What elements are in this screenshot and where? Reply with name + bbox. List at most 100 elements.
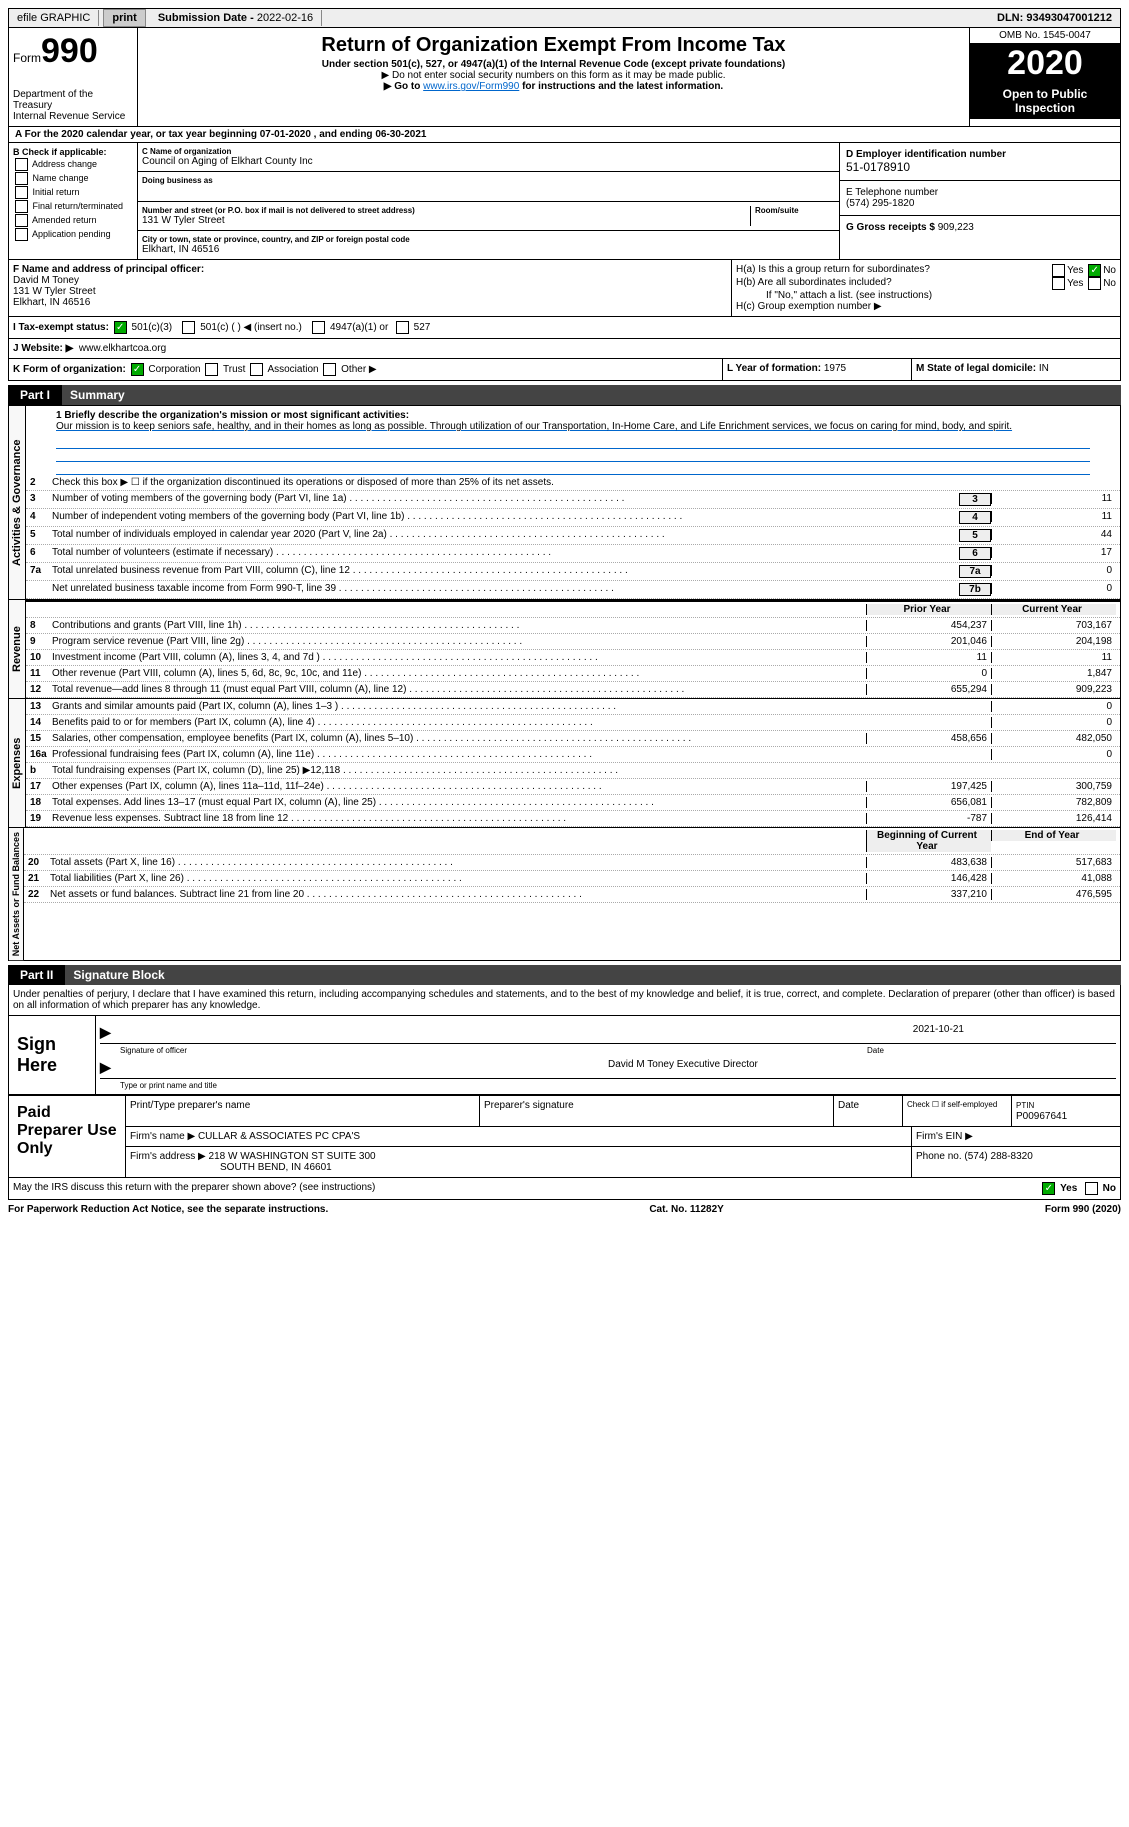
ha-yes[interactable] bbox=[1052, 264, 1065, 277]
chk-amended[interactable]: Amended return bbox=[13, 214, 133, 227]
mission-text: Our mission is to keep seniors safe, hea… bbox=[56, 421, 1012, 432]
dept-treasury: Department of the Treasury Internal Reve… bbox=[13, 89, 133, 122]
summary-line: 22Net assets or fund balances. Subtract … bbox=[24, 887, 1120, 903]
vtab-netassets: Net Assets or Fund Balances bbox=[9, 828, 24, 960]
summary-line: 9Program service revenue (Part VIII, lin… bbox=[26, 634, 1120, 650]
summary-line: 19Revenue less expenses. Subtract line 1… bbox=[26, 811, 1120, 827]
summary-line: 18Total expenses. Add lines 13–17 (must … bbox=[26, 795, 1120, 811]
penalties-text: Under penalties of perjury, I declare th… bbox=[8, 985, 1121, 1016]
chk-app-pending[interactable]: Application pending bbox=[13, 228, 133, 241]
summary-line: 3Number of voting members of the governi… bbox=[26, 491, 1120, 509]
officer-name: David M Toney bbox=[13, 275, 79, 286]
ha-no[interactable] bbox=[1088, 264, 1101, 277]
summary-line: 14Benefits paid to or for members (Part … bbox=[26, 715, 1120, 731]
chk-trust[interactable] bbox=[205, 363, 218, 376]
chk-other[interactable] bbox=[323, 363, 336, 376]
line-2: Check this box ▶ ☐ if the organization d… bbox=[52, 477, 1116, 488]
period-line: A For the 2020 calendar year, or tax yea… bbox=[8, 127, 1121, 143]
mission-question: 1 Briefly describe the organization's mi… bbox=[56, 410, 409, 421]
summary-line: 20Total assets (Part X, line 16)483,6385… bbox=[24, 855, 1120, 871]
dln: DLN: 93493047001212 bbox=[989, 10, 1120, 26]
discuss-no[interactable] bbox=[1085, 1182, 1098, 1195]
box-c: C Name of organization Council on Aging … bbox=[138, 143, 839, 259]
hb-no[interactable] bbox=[1088, 277, 1101, 290]
efile-label: efile GRAPHIC bbox=[9, 10, 99, 26]
submission-date: Submission Date - 2022-02-16 bbox=[150, 10, 322, 26]
boxes-d-e-g: D Employer identification number 51-0178… bbox=[839, 143, 1120, 259]
summary-line: 16aProfessional fundraising fees (Part I… bbox=[26, 747, 1120, 763]
vtab-governance: Activities & Governance bbox=[9, 406, 26, 599]
irs-link[interactable]: www.irs.gov/Form990 bbox=[423, 81, 519, 92]
phone: (574) 295-1820 bbox=[846, 198, 914, 209]
summary-line: 6Total number of volunteers (estimate if… bbox=[26, 545, 1120, 563]
chk-final-return[interactable]: Final return/terminated bbox=[13, 200, 133, 213]
chk-4947[interactable] bbox=[312, 321, 325, 334]
page-footer: For Paperwork Reduction Act Notice, see … bbox=[8, 1200, 1121, 1219]
tax-year: 2020 bbox=[970, 44, 1120, 83]
summary-line: bTotal fundraising expenses (Part IX, co… bbox=[26, 763, 1120, 779]
chk-corp[interactable] bbox=[131, 363, 144, 376]
sign-date: 2021-10-21 bbox=[913, 1024, 1116, 1041]
year-formation: 1975 bbox=[824, 363, 846, 374]
firm-addr1: 218 W WASHINGTON ST SUITE 300 bbox=[209, 1151, 376, 1162]
print-button[interactable]: print bbox=[103, 9, 145, 27]
chk-501c[interactable] bbox=[182, 321, 195, 334]
summary-line: 8Contributions and grants (Part VIII, li… bbox=[26, 618, 1120, 634]
summary-line: 13Grants and similar amounts paid (Part … bbox=[26, 699, 1120, 715]
sign-here-block: Sign Here ▶ 2021-10-21 Signature of offi… bbox=[8, 1016, 1121, 1096]
hb-yes[interactable] bbox=[1052, 277, 1065, 290]
efile-topbar: efile GRAPHIC print Submission Date - 20… bbox=[8, 8, 1121, 28]
summary-line: 5Total number of individuals employed in… bbox=[26, 527, 1120, 545]
summary-section: Activities & Governance 1 Briefly descri… bbox=[8, 405, 1121, 600]
ssn-note: ▶ Do not enter social security numbers o… bbox=[142, 70, 965, 81]
box-b: B Check if applicable: Address change Na… bbox=[9, 143, 138, 259]
gross-receipts: 909,223 bbox=[938, 222, 974, 233]
org-name: Council on Aging of Elkhart County Inc bbox=[142, 156, 835, 167]
summary-line: 4Number of independent voting members of… bbox=[26, 509, 1120, 527]
city-state-zip: Elkhart, IN 46516 bbox=[142, 244, 835, 255]
chk-name-change[interactable]: Name change bbox=[13, 172, 133, 185]
ein: 51-0178910 bbox=[846, 160, 910, 174]
chk-527[interactable] bbox=[396, 321, 409, 334]
summary-line: 7aTotal unrelated business revenue from … bbox=[26, 563, 1120, 581]
chk-address-change[interactable]: Address change bbox=[13, 158, 133, 171]
entity-grid: B Check if applicable: Address change Na… bbox=[8, 143, 1121, 260]
chk-initial-return[interactable]: Initial return bbox=[13, 186, 133, 199]
state-domicile: IN bbox=[1039, 363, 1049, 374]
paid-preparer-block: Paid Preparer Use Only Print/Type prepar… bbox=[8, 1096, 1121, 1178]
summary-line: Net unrelated business taxable income fr… bbox=[26, 581, 1120, 599]
box-f: F Name and address of principal officer:… bbox=[9, 260, 732, 316]
website-row: J Website: ▶ www.elkhartcoa.org bbox=[8, 339, 1121, 359]
officer-name-title: David M Toney Executive Director bbox=[608, 1059, 1116, 1076]
may-discuss-row: May the IRS discuss this return with the… bbox=[8, 1178, 1121, 1200]
tax-exempt-row: I Tax-exempt status: 501(c)(3) 501(c) ( … bbox=[8, 317, 1121, 339]
chk-501c3[interactable] bbox=[114, 321, 127, 334]
firm-name: CULLAR & ASSOCIATES PC CPA'S bbox=[198, 1131, 360, 1142]
form-subtitle: Under section 501(c), 527, or 4947(a)(1)… bbox=[142, 59, 965, 70]
ptin: P00967641 bbox=[1016, 1111, 1067, 1122]
part1-header: Part I Summary bbox=[8, 385, 1121, 405]
chk-assoc[interactable] bbox=[250, 363, 263, 376]
summary-line: 17Other expenses (Part IX, column (A), l… bbox=[26, 779, 1120, 795]
form-title: Return of Organization Exempt From Incom… bbox=[142, 34, 965, 57]
website: www.elkhartcoa.org bbox=[79, 343, 166, 354]
discuss-yes[interactable] bbox=[1042, 1182, 1055, 1195]
form-header: Form990 Department of the Treasury Inter… bbox=[8, 28, 1121, 127]
summary-line: 15Salaries, other compensation, employee… bbox=[26, 731, 1120, 747]
box-h: H(a) Is this a group return for subordin… bbox=[732, 260, 1120, 316]
form-number: Form990 bbox=[13, 32, 133, 71]
k-l-m-row: K Form of organization: Corporation Trus… bbox=[8, 359, 1121, 381]
open-to-public: Open to Public Inspection bbox=[970, 83, 1120, 119]
firm-addr2: SOUTH BEND, IN 46601 bbox=[130, 1162, 332, 1173]
summary-line: 12Total revenue—add lines 8 through 11 (… bbox=[26, 682, 1120, 698]
omb-number: OMB No. 1545-0047 bbox=[970, 28, 1120, 44]
street-address: 131 W Tyler Street bbox=[142, 215, 746, 226]
vtab-revenue: Revenue bbox=[9, 600, 26, 698]
part2-header: Part II Signature Block bbox=[8, 965, 1121, 985]
summary-line: 21Total liabilities (Part X, line 26)146… bbox=[24, 871, 1120, 887]
dba bbox=[142, 185, 835, 197]
summary-line: 11Other revenue (Part VIII, column (A), … bbox=[26, 666, 1120, 682]
goto-note: ▶ Go to www.irs.gov/Form990 for instruct… bbox=[142, 81, 965, 92]
firm-phone: (574) 288-8320 bbox=[964, 1151, 1032, 1162]
vtab-expenses: Expenses bbox=[9, 699, 26, 827]
